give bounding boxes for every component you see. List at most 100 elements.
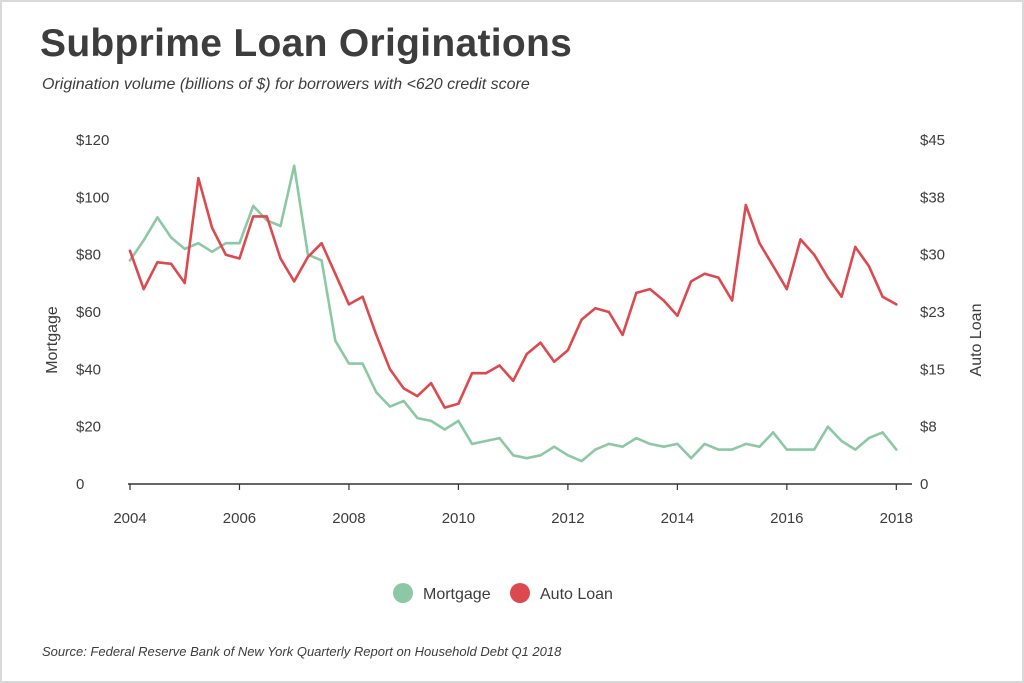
- auto-loan-data-point: [895, 303, 898, 306]
- mortgage-data-point: [621, 445, 624, 448]
- auto-loan-data-point: [498, 364, 501, 367]
- auto-loan-data-point: [443, 406, 446, 409]
- auto-loan-data-point: [210, 226, 214, 230]
- mortgage-data-point: [662, 445, 665, 448]
- auto-loan-data-point: [416, 394, 419, 398]
- mortgage-data-point: [881, 431, 884, 434]
- mortgage-data-point: [142, 239, 145, 242]
- x-tick-label: 2016: [770, 510, 803, 527]
- mortgage-data-point: [689, 457, 693, 460]
- auto-loan-data-point: [703, 272, 706, 275]
- legend-mortgage-label: Mortgage: [423, 586, 491, 603]
- mortgage-data-point: [128, 259, 132, 262]
- mortgage-data-point: [252, 204, 255, 208]
- auto-loan-data-point: [840, 295, 843, 298]
- auto-loan-data-point: [265, 215, 268, 218]
- mortgage-data-point: [512, 454, 515, 457]
- mortgage-data-point: [183, 247, 186, 251]
- auto-loan-data-point: [539, 341, 542, 344]
- mortgage-data-point: [457, 419, 460, 423]
- legend-mortgage-marker: [393, 583, 413, 603]
- mortgage-data-point: [826, 425, 830, 428]
- mortgage-data-point: [730, 448, 734, 451]
- mortgage-data-point: [553, 445, 556, 448]
- auto-loan-data-point: [676, 314, 679, 317]
- mortgage-data-point: [607, 442, 611, 446]
- auto-loan-data-point: [635, 291, 638, 295]
- x-tick-label: 2004: [113, 510, 146, 527]
- auto-loan-data-point: [128, 249, 132, 252]
- x-tick-label: 2008: [332, 510, 365, 527]
- right-y-tick-label: $15: [920, 361, 945, 378]
- auto-loan-data-point: [252, 215, 255, 218]
- auto-loan-data-point: [854, 245, 857, 249]
- auto-loan-data-point: [512, 379, 515, 382]
- mortgage-data-point: [320, 259, 323, 262]
- mortgage-data-point: [525, 457, 528, 460]
- mortgage-data-point: [813, 448, 816, 451]
- auto-loan-data-point: [293, 280, 296, 283]
- auto-loan-data-point: [867, 264, 871, 268]
- mortgage-data-point: [703, 442, 706, 446]
- legend-auto-loan-label: Auto Loan: [540, 586, 613, 603]
- auto-loan-data-point: [662, 299, 665, 302]
- chart-subtitle: Origination volume (billions of $) for b…: [42, 76, 530, 93]
- auto-loan-data-point: [306, 255, 310, 259]
- mortgage-data-point: [210, 250, 214, 253]
- right-axis-label: Auto Loan: [968, 304, 985, 377]
- auto-loan-data-point: [375, 333, 378, 337]
- mortgage-data-point: [676, 442, 679, 446]
- mortgage-data-point: [539, 454, 542, 457]
- auto-loan-data-point: [648, 287, 652, 291]
- auto-loan-data-point: [457, 402, 460, 405]
- mortgage-data-point: [197, 242, 200, 245]
- right-y-tick-label: $38: [920, 189, 945, 206]
- mortgage-data-point: [635, 436, 638, 440]
- auto-loan-data-point: [197, 177, 200, 180]
- mortgage-data-point: [758, 445, 761, 448]
- auto-loan-series-line: [128, 176, 898, 409]
- auto-loan-data-point: [347, 303, 351, 306]
- right-y-tick-label: $45: [920, 132, 945, 149]
- chart-title: Subprime Loan Originations: [40, 22, 573, 65]
- mortgage-data-point: [840, 439, 843, 443]
- auto-loan-data-point: [169, 262, 173, 265]
- x-tick-label: 2010: [442, 510, 475, 527]
- mortgage-data-point: [470, 442, 474, 446]
- auto-loan-data-point: [279, 257, 282, 260]
- auto-loan-data-point: [594, 307, 597, 310]
- mortgage-data-point: [566, 454, 570, 457]
- auto-loan-data-point: [224, 253, 227, 256]
- mortgage-data-point: [744, 442, 747, 446]
- auto-loan-data-point: [689, 280, 693, 283]
- auto-loan-data-point: [320, 242, 323, 245]
- auto-loan-data-point: [580, 318, 583, 321]
- mortgage-data-point: [580, 459, 583, 463]
- left-y-tick-label: 0: [76, 476, 84, 493]
- mortgage-data-point: [717, 448, 720, 451]
- left-y-tick-label: $80: [76, 247, 101, 264]
- mortgage-data-point: [867, 436, 871, 440]
- auto-loan-data-point: [785, 287, 788, 291]
- mortgage-data-point: [279, 224, 282, 228]
- mortgage-data-point: [429, 419, 433, 423]
- auto-loan-data-point: [744, 203, 747, 207]
- mortgage-data-point: [799, 448, 802, 451]
- auto-loan-data-point: [388, 368, 392, 371]
- auto-loan-data-point: [525, 352, 528, 356]
- mortgage-data-point: [785, 448, 788, 451]
- auto-loan-data-point: [772, 264, 775, 268]
- left-y-tick-label: $40: [76, 361, 101, 378]
- auto-loan-data-point: [607, 310, 611, 314]
- mortgage-data-point: [361, 362, 364, 365]
- left-y-tick-label: $120: [76, 132, 109, 149]
- mortgage-data-point: [484, 439, 487, 443]
- auto-loan-data-point: [402, 387, 405, 390]
- chart-source: Source: Federal Reserve Bank of New York…: [42, 644, 562, 659]
- auto-loan-data-point: [238, 257, 241, 260]
- x-tick-label: 2014: [661, 510, 694, 527]
- auto-loan-data-point: [566, 349, 570, 352]
- mortgage-data-point: [334, 339, 337, 342]
- auto-loan-data-point: [334, 272, 337, 275]
